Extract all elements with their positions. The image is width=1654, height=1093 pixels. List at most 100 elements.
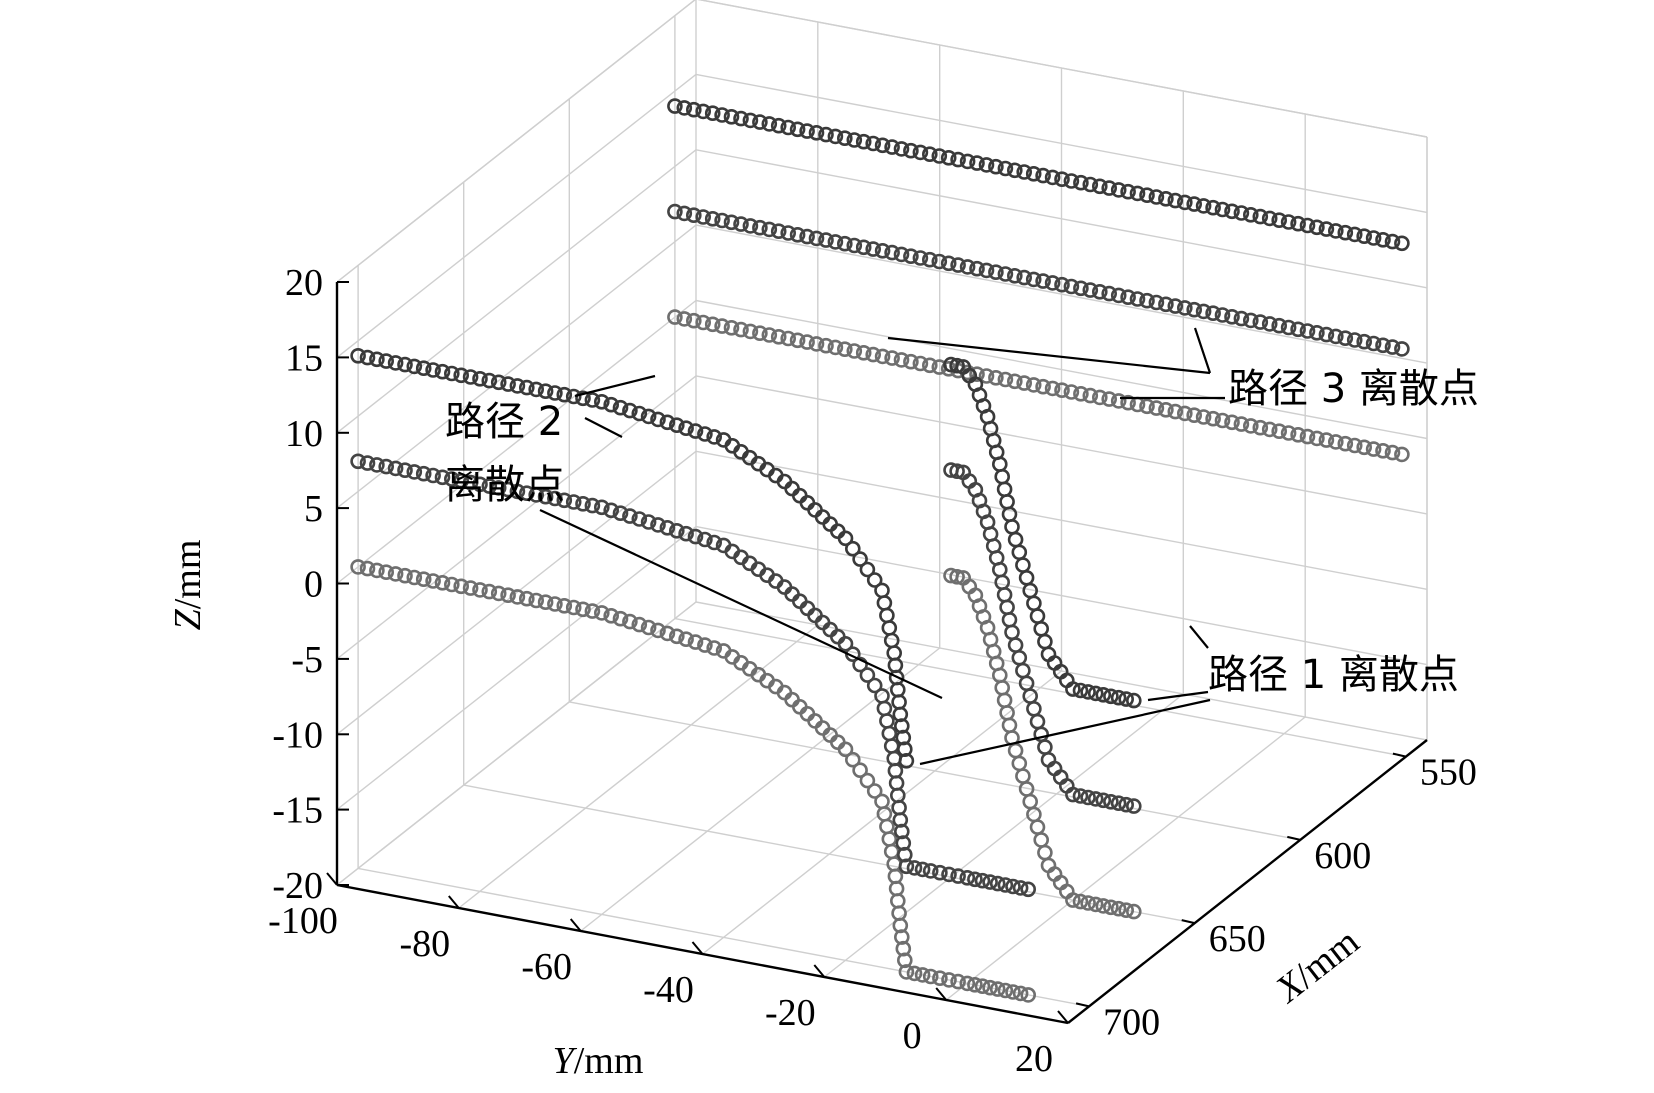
- y-tick-label: -60: [521, 946, 572, 988]
- series-2-row-2-point: [453, 472, 470, 489]
- series-2-row-1-point: [1148, 294, 1165, 311]
- series-2-row-1-point: [1016, 269, 1032, 286]
- series-1-row-1-point: [1101, 391, 1117, 407]
- series-3-row-1-point: [1271, 212, 1287, 228]
- series-3-row-3-point: [999, 493, 1015, 510]
- series-2-row-1-point: [1120, 289, 1136, 306]
- series-2-row-1-point: [789, 227, 806, 243]
- series-2-row-2-point: [837, 635, 854, 652]
- series-1-row-2-point: [1005, 984, 1021, 1000]
- series-3-row-2-point: [453, 367, 470, 384]
- series-1-row-1-point: [1365, 441, 1382, 457]
- series-1-row-2-point: [932, 970, 948, 987]
- series-3-row-1-point: [818, 126, 834, 143]
- series-2-row-1-point: [676, 205, 693, 222]
- series-3-row-1-point: [874, 137, 891, 154]
- series-2-row-2-point: [415, 465, 432, 482]
- series-2-row-2-point: [518, 485, 535, 502]
- series-1-row-1-point: [1082, 387, 1099, 404]
- series-3-row-1-point: [1044, 169, 1061, 186]
- series-1-row-1-point: [846, 343, 863, 359]
- series-3-row-1-point: [1195, 198, 1212, 214]
- series-1-row-1-point: [1224, 414, 1240, 431]
- series-3-row-1-point: [761, 116, 778, 132]
- series-1-row-2-point: [425, 573, 441, 589]
- series-3-row-3-point: [1087, 685, 1104, 702]
- series-2-row-1-point: [969, 260, 985, 277]
- series-2-row-1-point: [1006, 267, 1023, 284]
- series-3-row-2-point: [350, 347, 366, 364]
- series-2-row-3-point: [1015, 662, 1031, 679]
- series-2-row-1-point: [865, 241, 882, 257]
- series-2-row-3-point: [996, 586, 1013, 603]
- series-2-row-2-point: [350, 453, 366, 470]
- series-2-row-1-point: [921, 251, 938, 268]
- series-1-row-3-point: [1095, 898, 1112, 914]
- series-1-row-2-point: [556, 597, 573, 614]
- series-1-row-2-point: [1020, 987, 1036, 1003]
- series-3-row-1-point: [969, 155, 985, 171]
- y-tick: [691, 941, 704, 955]
- series-2-row-1-point: [1167, 298, 1184, 314]
- series-2-row-3-point: [943, 462, 959, 478]
- series-3-row-1-point: [912, 144, 929, 161]
- y-tick-label: -80: [400, 923, 451, 965]
- series-2-row-2-point: [982, 874, 998, 890]
- series-2-row-1-point: [1346, 332, 1363, 348]
- series-3-row-1-point: [997, 160, 1014, 177]
- grid-line-back-z: [695, 224, 1428, 364]
- series-3-row-2-point: [462, 369, 479, 385]
- series-1-row-2-point: [509, 589, 526, 605]
- series-1-row-1-point: [1035, 378, 1051, 395]
- series-1-row-2-point: [575, 601, 591, 618]
- series-1-row-2-point: [350, 559, 366, 575]
- series-1-row-2-point: [622, 613, 638, 630]
- series-2-row-1-point: [761, 221, 778, 238]
- series-1-row-2-point: [906, 965, 923, 982]
- series-3-row-1-point: [855, 133, 872, 150]
- series-3-row-1-point: [1177, 194, 1193, 211]
- series-3-row-3-point: [1011, 544, 1028, 561]
- series-1-row-1-point: [1337, 435, 1354, 452]
- series-3-row-1-point: [988, 158, 1004, 175]
- series-3-row-1-point: [780, 119, 797, 136]
- annotation-path1: 路径 1 离散点: [1208, 652, 1459, 698]
- series-3-row-2-point: [697, 426, 713, 442]
- series-3-row-2-point: [387, 355, 404, 371]
- series-2-row-2-point: [887, 762, 904, 779]
- series-2-row-2-point: [883, 738, 900, 754]
- series-2-row-2-point: [1020, 881, 1036, 898]
- series-1-row-1-point: [1177, 405, 1193, 422]
- y-tick-label: -20: [765, 992, 816, 1034]
- series-2-row-1-point: [912, 250, 929, 266]
- series-3-row-2-point: [650, 411, 666, 428]
- series-2-row-1-point: [959, 259, 976, 275]
- series-2-row-2-point: [989, 875, 1006, 892]
- y-tick-label: 0: [903, 1015, 922, 1057]
- series-1-row-1-point: [921, 357, 938, 374]
- grid-line-side-z: [336, 375, 697, 660]
- series-2-row-2-point: [668, 522, 685, 539]
- series-2-row-1-point: [1318, 326, 1335, 343]
- series-1-row-3-point: [1007, 742, 1024, 759]
- series-2-row-2-point: [631, 511, 648, 527]
- series-3-row-2-point: [876, 595, 893, 611]
- y-tick-label: -100: [268, 900, 338, 942]
- series-2-row-1-point: [931, 253, 948, 270]
- series-1-row-1-point: [827, 339, 844, 356]
- series-1-row-1-point: [1110, 393, 1127, 409]
- series-2-row-2-point: [537, 488, 554, 505]
- series-3-row-1-point: [1006, 162, 1023, 179]
- series-1-row-2-point: [612, 610, 629, 627]
- series-1-row-1-point: [1280, 425, 1297, 441]
- series-1-row-1-point: [780, 330, 797, 347]
- series-3-row-1-point: [1233, 205, 1250, 221]
- grid-line-side-z: [336, 526, 697, 811]
- series-3-row-2-point: [472, 370, 488, 387]
- series-2-row-2-point: [697, 531, 713, 548]
- series-1-row-1-point: [704, 316, 721, 333]
- y-tick: [813, 964, 826, 978]
- series-3-row-2-point: [866, 572, 883, 588]
- z-tick-label: 0: [304, 564, 323, 606]
- series-1-row-1-point: [1299, 428, 1316, 445]
